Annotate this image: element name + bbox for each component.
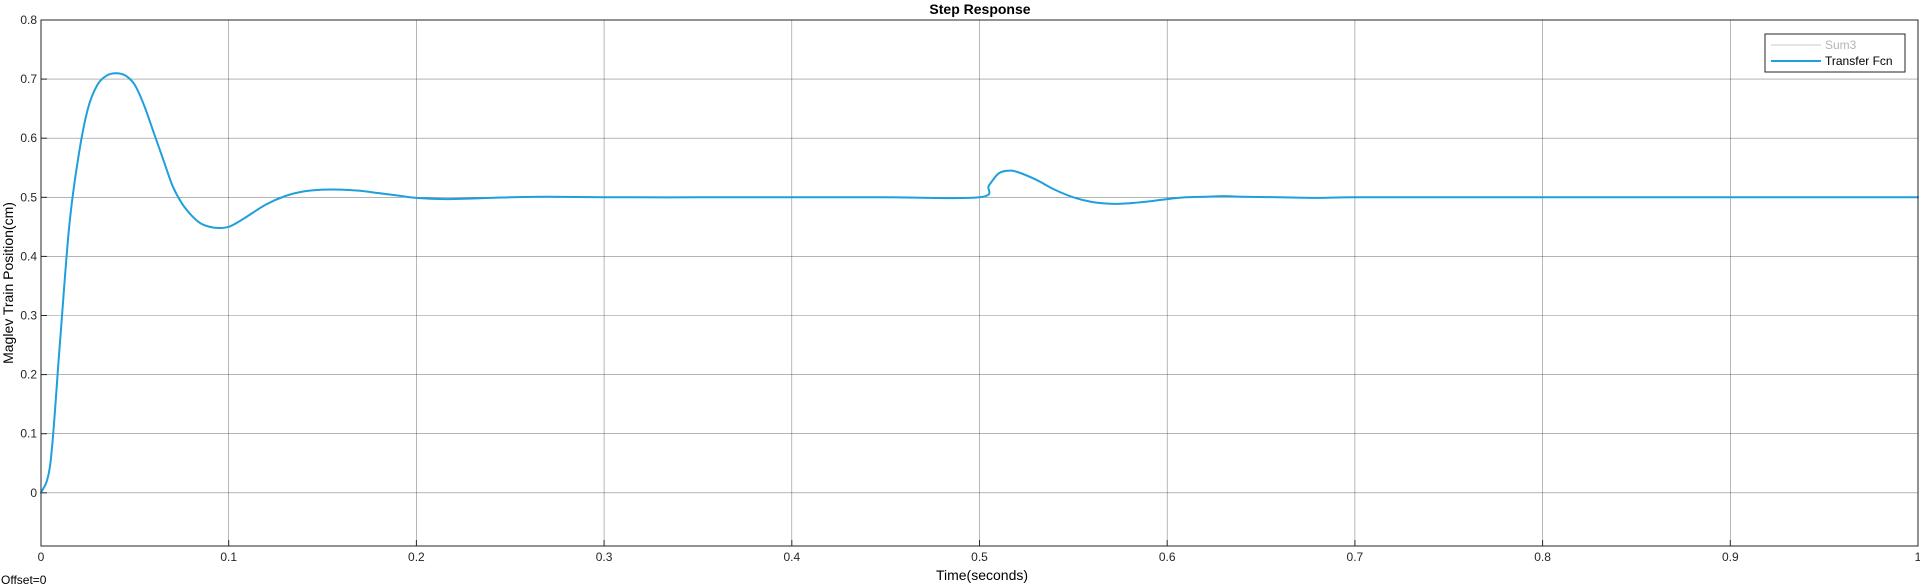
- y-tick-label: 0: [30, 486, 37, 500]
- legend-label-transfer-fcn[interactable]: Transfer Fcn: [1825, 54, 1893, 68]
- y-tick-label: 0.5: [20, 190, 37, 204]
- x-tick-label: 0.4: [783, 550, 800, 564]
- x-tick-label: 0.7: [1347, 550, 1364, 564]
- y-axis-ticks: 0 0.1 0.2 0.3 0.4 0.5 0.6 0.7 0.8: [20, 13, 47, 500]
- x-tick-label: 0: [38, 550, 45, 564]
- y-tick-label: 0.1: [20, 427, 37, 441]
- chart-title: Step Response: [929, 1, 1030, 17]
- x-tick-label: 0.3: [596, 550, 613, 564]
- y-tick-label: 0.7: [20, 72, 37, 86]
- y-tick-label: 0.8: [20, 13, 37, 27]
- plot-frame: [40, 19, 1919, 547]
- x-tick-label: 1: [1915, 550, 1920, 564]
- legend-box: [1764, 33, 1906, 73]
- x-tick-label: 0.1: [220, 550, 237, 564]
- x-axis-label: Time(seconds): [936, 567, 1028, 583]
- offset-label: Offset=0: [1, 573, 47, 586]
- legend[interactable]: Sum3 Transfer Fcn: [1764, 33, 1906, 73]
- legend-entries: Sum3 Transfer Fcn: [1771, 38, 1893, 68]
- x-tick-label: 0.2: [408, 550, 425, 564]
- x-tick-label: 0.6: [1159, 550, 1176, 564]
- series-lines: [40, 72, 1919, 494]
- series-line-transfer-fcn: [40, 72, 1919, 494]
- x-tick-label: 0.9: [1722, 550, 1739, 564]
- x-tick-label: 0.5: [971, 550, 988, 564]
- y-tick-label: 0.6: [20, 131, 37, 145]
- x-tick-label: 0.8: [1534, 550, 1551, 564]
- y-tick-label: 0.3: [20, 309, 37, 323]
- y-tick-label: 0.4: [20, 249, 37, 263]
- y-axis-label: Maglev Train Position(cm): [0, 202, 16, 364]
- legend-label-sum3[interactable]: Sum3: [1825, 38, 1857, 52]
- y-tick-label: 0.2: [20, 368, 37, 382]
